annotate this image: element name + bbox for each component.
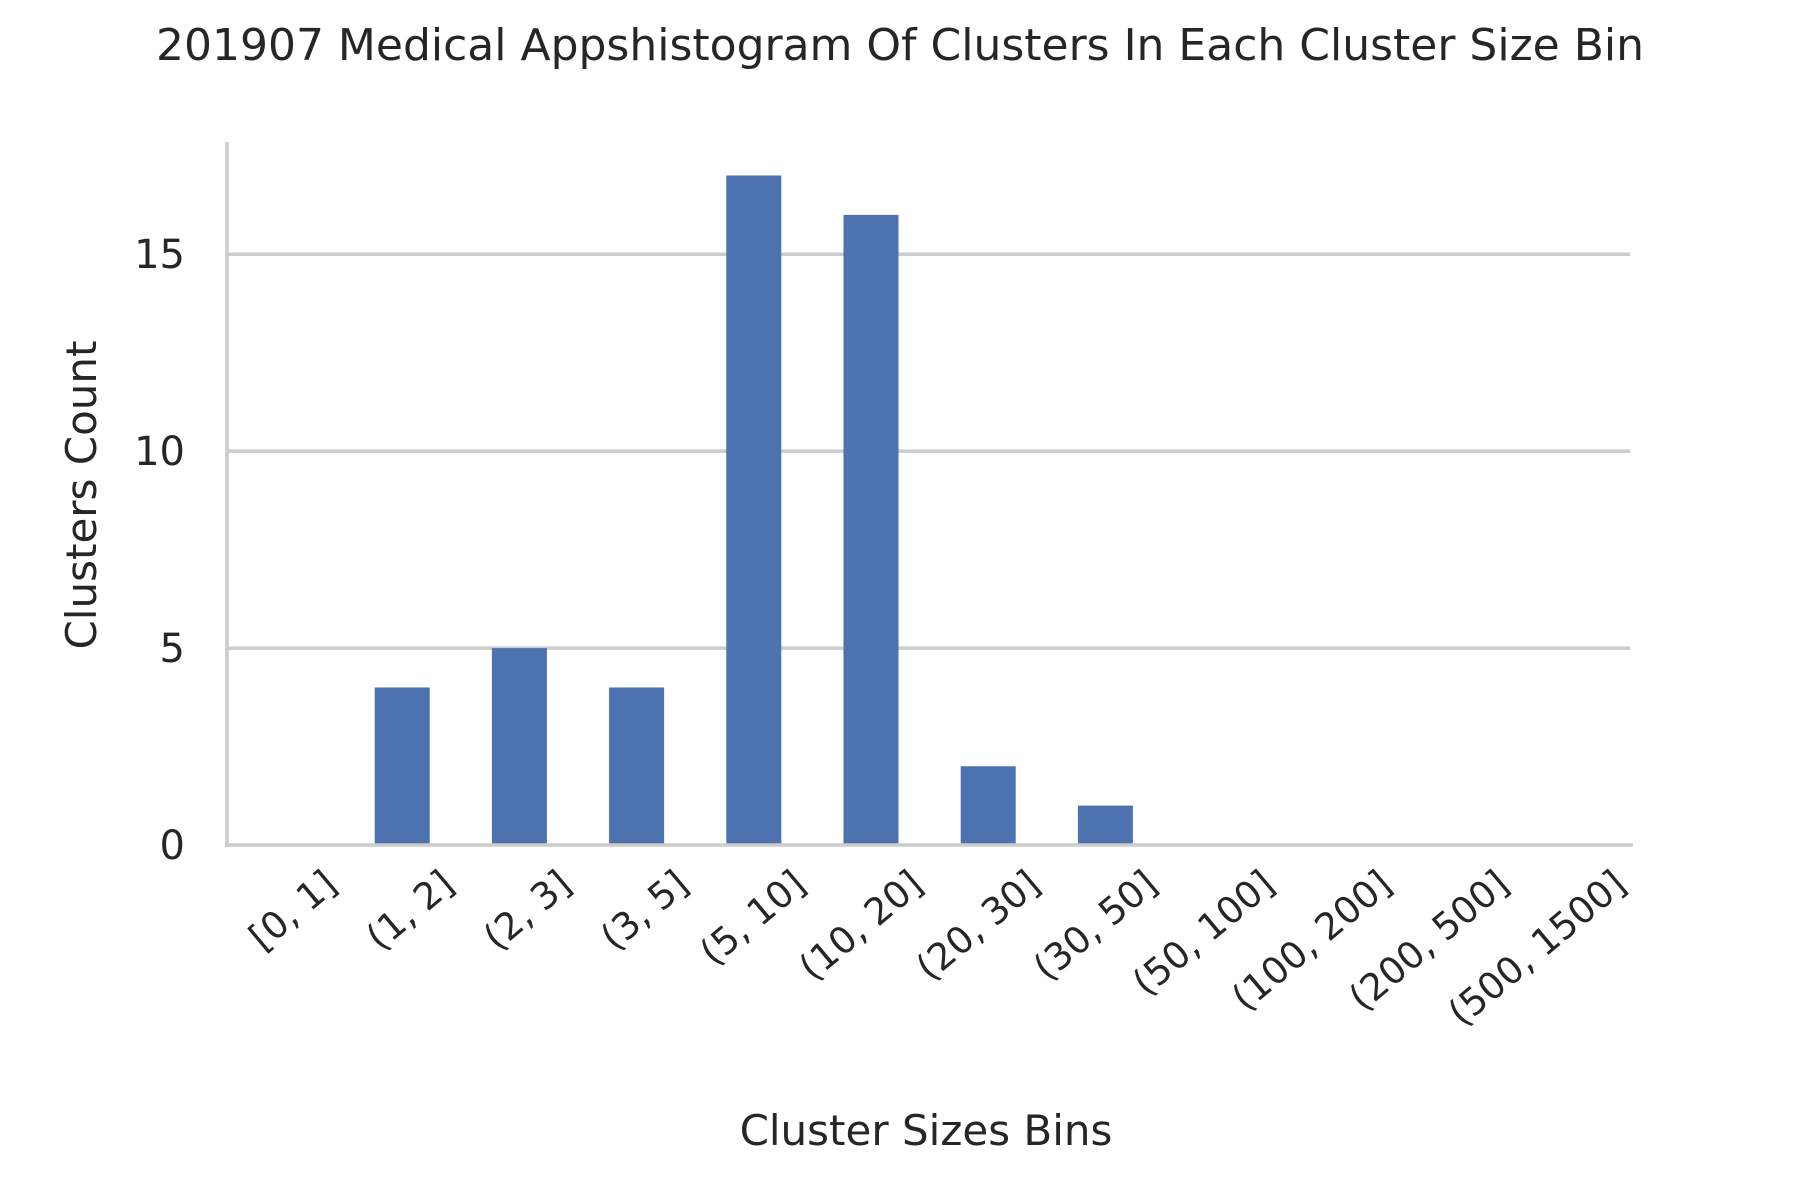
bar (609, 687, 665, 845)
y-tick-labels: 0 5 10 15 (134, 232, 185, 869)
grid-lines (227, 252, 1630, 650)
x-tick-label: (1, 2] (358, 862, 462, 959)
x-tick-label: (10, 20] (791, 862, 931, 989)
y-axis-label: Clusters Count (57, 340, 106, 649)
bar (491, 648, 547, 845)
y-tick-label: 0 (160, 823, 185, 869)
bars (374, 175, 1133, 846)
y-tick-label: 5 (160, 626, 185, 672)
bar (374, 687, 430, 845)
x-tick-label: (3, 5] (593, 862, 697, 959)
bar (960, 766, 1016, 845)
x-tick-label: (2, 3] (475, 862, 579, 959)
bar (843, 214, 899, 846)
chart-title: 201907 Medical Appshistogram Of Clusters… (156, 20, 1644, 71)
x-tick-label: [0, 1] (241, 862, 345, 959)
y-tick-label: 15 (134, 232, 185, 278)
x-tick-label: (20, 30] (908, 862, 1048, 989)
x-axis-label: Cluster Sizes Bins (740, 1106, 1113, 1155)
bar (1077, 805, 1133, 845)
x-tick-labels: [0, 1] (1, 2] (2, 3] (3, 5](5, 10](10, 20](… (241, 862, 1634, 1035)
bar (726, 175, 782, 845)
y-tick-label: 10 (134, 429, 185, 475)
